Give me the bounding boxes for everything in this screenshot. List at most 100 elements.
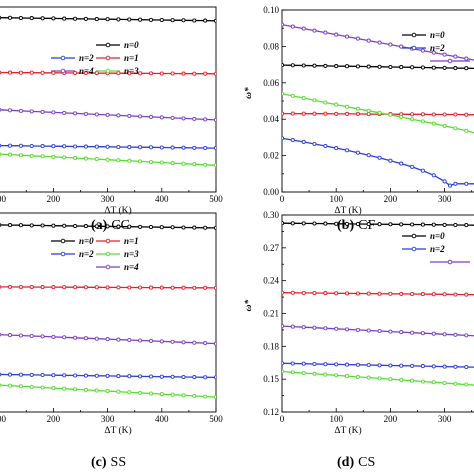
data-point <box>127 17 132 22</box>
data-point <box>388 363 393 368</box>
data-point <box>181 225 186 230</box>
data-point <box>213 395 216 400</box>
data-point <box>105 389 110 394</box>
data-point <box>323 362 328 367</box>
data-point <box>181 374 186 380</box>
x-tick-label: 300 <box>101 414 115 424</box>
data-point <box>0 143 2 148</box>
data-point <box>431 292 436 297</box>
data-point <box>442 52 447 57</box>
data-point <box>377 110 382 115</box>
y-tick-label: 0.27 <box>263 243 279 253</box>
data-point <box>464 223 469 228</box>
data-point <box>388 329 393 334</box>
data-point <box>159 392 164 397</box>
data-point <box>51 334 56 339</box>
data-point <box>355 106 360 111</box>
chart-panel-cf: 01002003004000.000.020.040.060.080.10ΔT … <box>243 5 474 233</box>
chart-panel-cs: 01002003004000.120.150.180.210.240.270.3… <box>243 210 474 470</box>
data-point <box>148 159 154 165</box>
data-point <box>105 285 110 290</box>
data-point <box>431 65 436 70</box>
data-point <box>355 327 360 332</box>
data-point <box>203 375 208 380</box>
legend-marker <box>447 259 453 265</box>
data-point <box>40 16 45 21</box>
data-point <box>282 91 285 96</box>
data-point <box>453 126 458 131</box>
data-point <box>159 115 164 120</box>
data-point <box>62 373 67 378</box>
data-point <box>410 378 415 383</box>
series-n-4 <box>282 22 474 61</box>
data-point <box>203 225 208 230</box>
data-point <box>116 71 121 76</box>
x-axis-title: ΔT (K) <box>104 205 131 216</box>
data-point <box>181 285 186 290</box>
data-point <box>334 362 339 367</box>
panel-caption-name: SS <box>111 455 127 470</box>
data-point <box>388 158 393 163</box>
data-point <box>344 221 350 226</box>
data-point <box>301 96 306 101</box>
series-n-3 <box>0 152 216 168</box>
data-point <box>312 361 317 367</box>
data-point <box>62 110 67 115</box>
data-point <box>116 158 121 163</box>
data-point <box>388 222 393 227</box>
data-point <box>290 290 295 295</box>
data-point <box>18 15 23 21</box>
data-point <box>170 392 175 397</box>
data-point <box>192 225 197 230</box>
data-point <box>431 50 436 55</box>
x-tick-label: 300 <box>438 414 452 424</box>
data-point <box>355 111 360 116</box>
data-point <box>127 390 132 395</box>
data-point <box>148 17 154 22</box>
data-point <box>0 223 2 227</box>
data-point <box>453 181 458 186</box>
x-tick-label: 200 <box>47 414 61 424</box>
data-point <box>301 325 306 330</box>
data-point <box>431 380 436 385</box>
x-tick-label: 400 <box>155 194 169 204</box>
data-point <box>312 290 317 296</box>
data-point <box>116 389 121 394</box>
data-point <box>29 153 34 158</box>
data-point <box>127 158 132 163</box>
data-point <box>442 292 447 297</box>
data-point <box>388 112 393 117</box>
data-point <box>0 152 2 156</box>
data-point <box>312 221 317 226</box>
data-point <box>366 328 371 333</box>
data-point <box>18 284 23 290</box>
data-point <box>410 330 415 335</box>
data-point <box>377 328 382 334</box>
data-point <box>301 361 306 366</box>
data-point <box>453 112 458 117</box>
data-point <box>464 292 469 297</box>
data-point <box>442 179 447 184</box>
data-point <box>40 285 45 290</box>
series-n-4 <box>0 332 216 346</box>
data-point <box>355 221 360 227</box>
data-point <box>420 48 425 53</box>
data-point <box>323 111 328 116</box>
data-point <box>170 18 175 23</box>
data-point <box>464 66 469 71</box>
data-point <box>442 123 447 128</box>
data-point <box>282 111 285 116</box>
x-tick-label: 500 <box>209 414 223 424</box>
data-point <box>290 24 295 29</box>
data-point <box>312 371 317 376</box>
data-point <box>203 341 208 346</box>
data-point <box>312 141 317 147</box>
data-point <box>290 111 295 116</box>
x-axis-title: ΔT (K) <box>334 425 361 436</box>
data-point <box>73 373 78 378</box>
x-axis-title: ΔT (K) <box>334 205 361 216</box>
data-point <box>420 331 425 336</box>
data-point <box>410 65 415 70</box>
y-axis-title: ω* <box>243 299 254 311</box>
data-point <box>192 162 197 167</box>
